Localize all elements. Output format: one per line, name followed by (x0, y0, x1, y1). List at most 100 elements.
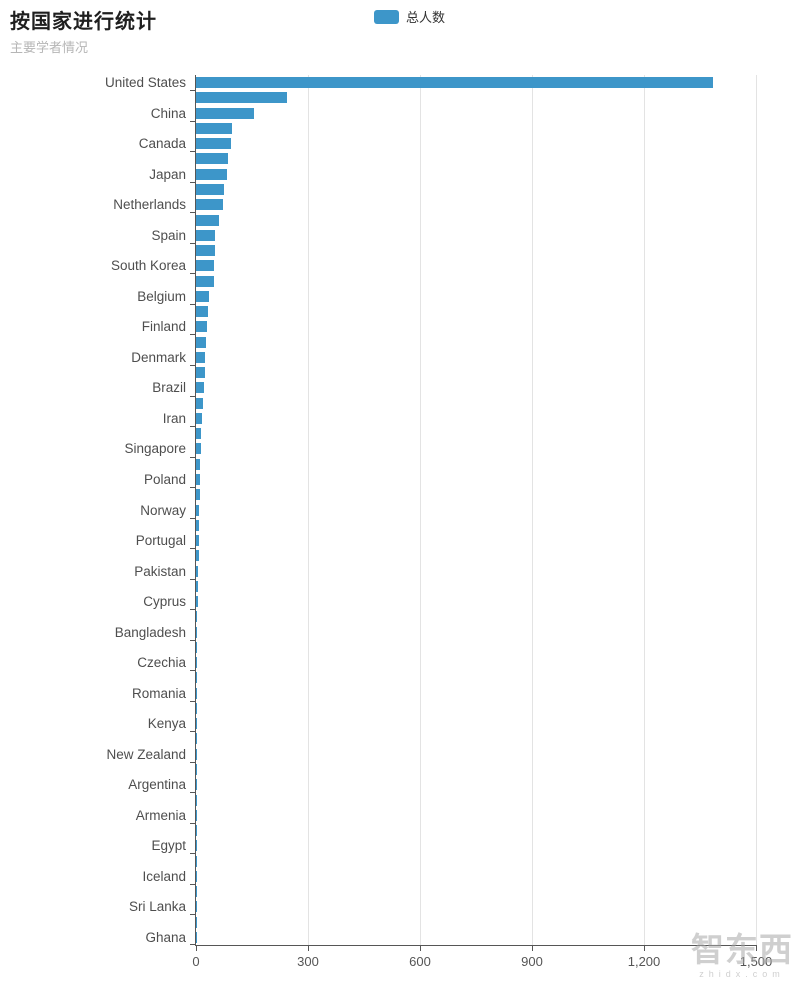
y-axis-label: Belgium (137, 288, 186, 304)
y-axis-tick (190, 639, 196, 641)
bar-unlabeled-49[interactable] (196, 825, 197, 837)
watermark-url: zhidx.com (699, 968, 785, 979)
bar-portugal[interactable] (196, 535, 199, 547)
y-axis-label: Ghana (145, 929, 186, 945)
y-axis-label: Pakistan (134, 563, 186, 579)
x-axis-label: 1,200 (627, 954, 661, 969)
y-axis-tick (190, 761, 196, 763)
bar-unlabeled-23[interactable] (196, 428, 202, 440)
bar-unlabeled-1[interactable] (196, 92, 288, 104)
bar-singapore[interactable] (196, 443, 201, 455)
bar-cyprus[interactable] (196, 596, 198, 608)
bar-unlabeled-43[interactable] (196, 733, 197, 745)
bar-unlabeled-51[interactable] (196, 855, 197, 867)
bar-kenya[interactable] (196, 718, 197, 730)
y-axis-label: Bangladesh (114, 624, 186, 640)
bar-poland[interactable] (196, 473, 201, 485)
bar-netherlands[interactable] (196, 199, 223, 211)
bar-unlabeled-27[interactable] (196, 489, 200, 501)
y-axis-label: Norway (140, 502, 186, 518)
bar-south-korea[interactable] (196, 260, 215, 272)
y-axis-tick (190, 273, 196, 275)
x-axis-tick (196, 945, 197, 951)
y-axis-tick (190, 365, 196, 366)
bar-unlabeled-45[interactable] (196, 763, 197, 775)
bar-unlabeled-41[interactable] (196, 702, 197, 714)
bar-brazil[interactable] (196, 382, 204, 394)
x-axis-label: 300 (297, 954, 319, 969)
bar-unlabeled-11[interactable] (196, 245, 216, 257)
y-axis-label: Argentina (128, 777, 186, 793)
bar-bangladesh[interactable] (196, 626, 198, 638)
y-axis-tick (190, 670, 196, 672)
y-axis-label: China (150, 105, 186, 121)
y-axis-label: United States (104, 75, 186, 91)
y-axis-tick (190, 548, 196, 550)
y-axis-label: Armenia (135, 807, 186, 823)
bar-japan[interactable] (196, 168, 227, 180)
bar-unlabeled-5[interactable] (196, 153, 229, 165)
bar-unlabeled-17[interactable] (196, 336, 207, 348)
bar-unlabeled-25[interactable] (196, 458, 201, 470)
bar-ghana[interactable] (196, 931, 197, 943)
bar-pakistan[interactable] (196, 565, 199, 577)
bar-finland[interactable] (196, 321, 207, 333)
y-axis-tick (190, 609, 196, 611)
bar-iceland[interactable] (196, 870, 197, 882)
bar-argentina[interactable] (196, 779, 197, 791)
y-axis-label: Czechia (137, 655, 186, 671)
bar-sri-lanka[interactable] (196, 901, 197, 913)
y-axis-tick (190, 90, 196, 92)
bar-china[interactable] (196, 107, 254, 119)
gridline-x-300 (308, 75, 309, 945)
bar-unlabeled-39[interactable] (196, 672, 198, 684)
y-axis-tick (190, 303, 196, 305)
y-axis-tick (190, 242, 196, 244)
y-axis-tick (190, 151, 196, 153)
bar-romania[interactable] (196, 687, 197, 699)
bar-unlabeled-15[interactable] (196, 306, 208, 318)
bar-czechia[interactable] (196, 657, 198, 669)
x-axis-tick (532, 945, 533, 951)
bar-unlabeled-13[interactable] (196, 275, 214, 287)
bar-unlabeled-7[interactable] (196, 183, 225, 195)
chart-subtitle: 主要学者情况 (10, 40, 89, 55)
bar-unlabeled-35[interactable] (196, 611, 198, 623)
legend-item[interactable]: 总人数 (374, 7, 445, 26)
y-axis-label: Sri Lanka (128, 899, 186, 915)
y-axis-label: Spain (151, 227, 186, 243)
y-axis-tick (190, 456, 196, 458)
y-axis-tick (190, 883, 196, 885)
y-axis-tick (190, 731, 196, 733)
bar-unlabeled-37[interactable] (196, 641, 198, 653)
bar-unlabeled-9[interactable] (196, 214, 220, 226)
bar-unlabeled-19[interactable] (196, 367, 205, 379)
bar-norway[interactable] (196, 504, 200, 516)
bar-unlabeled-33[interactable] (196, 580, 198, 592)
y-axis-tick (190, 120, 196, 122)
bar-unlabeled-31[interactable] (196, 550, 199, 562)
bar-unlabeled-29[interactable] (196, 519, 199, 531)
bar-armenia[interactable] (196, 809, 197, 821)
y-axis-label: Canada (138, 136, 186, 152)
y-axis-tick (190, 334, 196, 336)
y-axis-tick (190, 792, 196, 794)
bar-unlabeled-47[interactable] (196, 794, 197, 806)
bar-egypt[interactable] (196, 840, 197, 852)
y-axis-label: Denmark (131, 349, 186, 365)
bar-new-zealand[interactable] (196, 748, 197, 760)
bar-denmark[interactable] (196, 351, 206, 363)
bar-united-states[interactable] (196, 77, 714, 89)
bar-spain[interactable] (196, 229, 216, 241)
bar-canada[interactable] (196, 138, 231, 150)
x-axis-tick (308, 945, 309, 951)
x-axis-tick (756, 945, 757, 951)
bar-unlabeled-55[interactable] (196, 916, 197, 928)
legend-swatch-icon (374, 9, 399, 24)
bar-unlabeled-21[interactable] (196, 397, 204, 409)
y-axis-label: South Korea (110, 258, 186, 274)
bar-belgium[interactable] (196, 290, 210, 302)
bar-iran[interactable] (196, 412, 202, 424)
bar-unlabeled-3[interactable] (196, 122, 233, 134)
bar-unlabeled-53[interactable] (196, 886, 197, 898)
